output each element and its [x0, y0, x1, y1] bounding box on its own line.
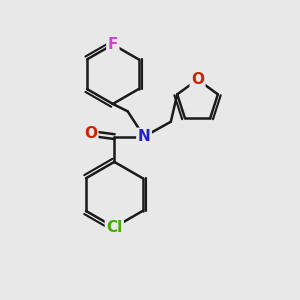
- Text: N: N: [138, 129, 150, 144]
- Text: Cl: Cl: [106, 220, 122, 235]
- Text: F: F: [108, 37, 118, 52]
- Text: O: O: [191, 72, 204, 87]
- Text: O: O: [84, 126, 97, 141]
